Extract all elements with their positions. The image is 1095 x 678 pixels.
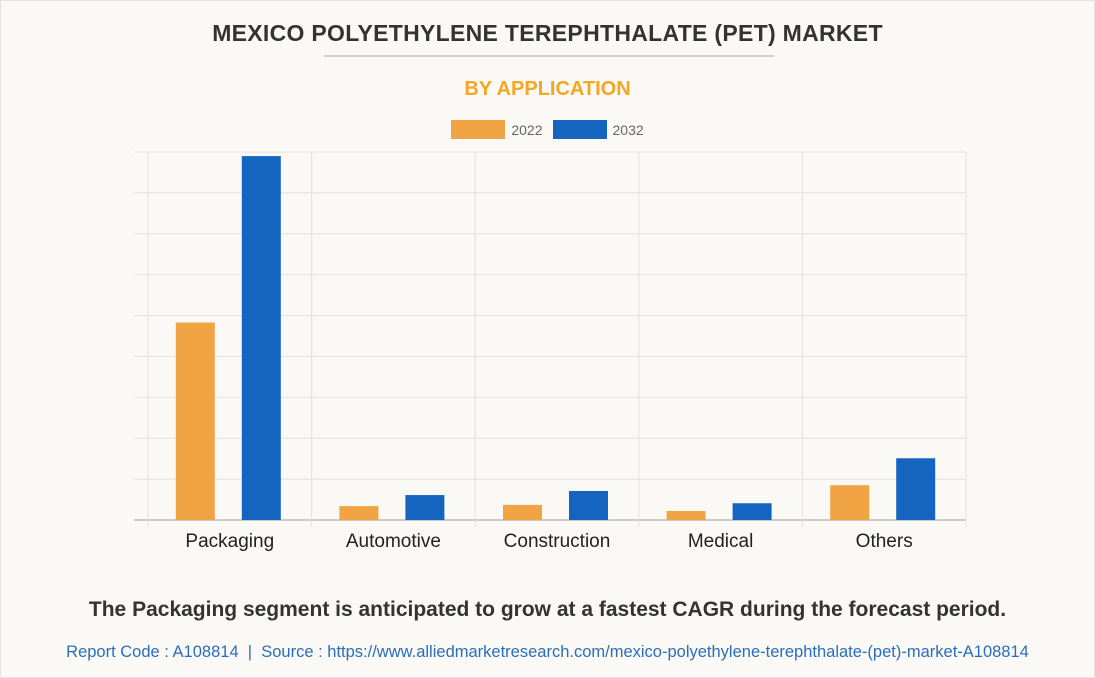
bar-packaging-2022 bbox=[175, 322, 215, 520]
legend-swatch-2032 bbox=[552, 120, 607, 139]
legend-label-2032: 2032 bbox=[612, 121, 644, 138]
bar-others-2032 bbox=[896, 458, 936, 520]
bar-medical-2032 bbox=[732, 503, 772, 520]
bar-construction-2032 bbox=[569, 490, 608, 520]
bars bbox=[175, 156, 936, 521]
bar-chart: Packaging Automotive Construction Medical Ot… bbox=[134, 151, 967, 552]
chart-subtitle: BY APPLICATION bbox=[464, 78, 631, 100]
bar-others-2022 bbox=[830, 485, 870, 520]
legend-item-2022[interactable]: 2022 bbox=[451, 120, 543, 139]
chart-note: The Packaging segment is anticipated to … bbox=[88, 598, 1007, 621]
chart-title: MEXICO POLYETHYLENE TEREPHTHALATE (PET) … bbox=[212, 20, 883, 46]
x-tick-label: Packaging bbox=[185, 531, 274, 552]
x-axis-labels: Packaging Automotive Construction Medical Ot… bbox=[185, 531, 912, 552]
bar-construction-2022 bbox=[503, 504, 542, 520]
bar-medical-2022 bbox=[666, 511, 706, 520]
x-tick-label: Medical bbox=[688, 531, 753, 552]
legend-swatch-2022 bbox=[451, 120, 506, 139]
x-tick-label: Automotive bbox=[346, 531, 441, 552]
bar-packaging-2032 bbox=[241, 156, 281, 521]
title-divider bbox=[324, 55, 774, 57]
x-tick-label: Construction bbox=[504, 531, 611, 552]
legend: 2022 2032 bbox=[1, 120, 1094, 139]
legend-item-2032[interactable]: 2032 bbox=[552, 120, 644, 139]
source-footer[interactable]: Report Code : A108814 | Source : https:/… bbox=[66, 643, 1029, 661]
x-tick-label: Others bbox=[856, 531, 913, 552]
legend-label-2022: 2022 bbox=[511, 121, 543, 138]
bar-automotive-2022 bbox=[339, 506, 379, 520]
bar-automotive-2032 bbox=[405, 495, 445, 520]
